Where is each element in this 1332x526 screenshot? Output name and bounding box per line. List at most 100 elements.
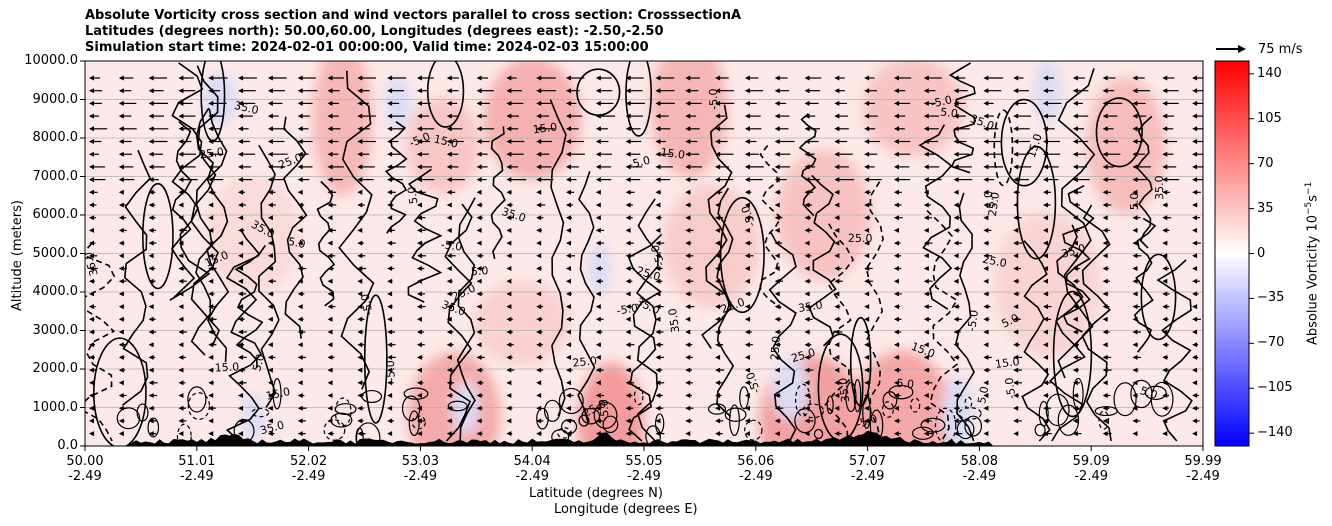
colorbar-tick-label: 0 [1257, 245, 1266, 261]
wind-vector-arrow [834, 202, 840, 208]
wind-vector-arrow [297, 316, 304, 322]
wind-vector-arrow [893, 380, 899, 386]
title-line-2: Latitudes (degrees north): 50.00,60.00, … [85, 24, 664, 39]
wind-vector-arrow [953, 291, 962, 297]
wind-vector-arrow [357, 354, 364, 360]
y-tick-label: 10000.0 [24, 53, 78, 68]
wind-vector-arrow [387, 266, 395, 271]
wind-vector-arrow [1013, 329, 1019, 335]
wind-vector-arrow [864, 342, 870, 348]
wind-vector-arrow [595, 342, 601, 348]
wind-vector-arrow [476, 164, 488, 170]
wind-vector-arrow [387, 75, 407, 81]
wind-vector-arrow [238, 304, 244, 310]
wind-vector-arrow [655, 405, 664, 411]
wind-vector-arrow [1162, 151, 1174, 157]
wind-vector-arrow [566, 266, 572, 271]
wind-vector-arrow [953, 100, 966, 106]
wind-vector-arrow [655, 304, 664, 310]
contour-loop-low-level [910, 397, 921, 413]
wind-vector-arrow [595, 367, 604, 373]
wind-vector-arrow [1013, 291, 1020, 297]
wind-vector-arrow [536, 189, 542, 195]
contour-line [701, 104, 733, 349]
wind-vector-arrow [476, 227, 482, 233]
wind-vector-arrow [476, 126, 495, 132]
wind-vector-arrow [1043, 151, 1061, 157]
vorticity-positive-patch [405, 97, 481, 195]
wind-vector-arrow [625, 164, 643, 170]
wind-vector-arrow [387, 304, 393, 310]
wind-vector-arrow [118, 126, 137, 132]
wind-vector-arrow [89, 189, 98, 195]
wind-vector-arrow [1192, 164, 1203, 170]
contour-loop-low-level [1057, 404, 1080, 436]
wind-vector-arrow [655, 189, 662, 195]
wind-vector-arrow [148, 278, 156, 284]
wind-vector-arrow [834, 126, 849, 132]
wind-vector-arrow [774, 75, 788, 81]
title-line-1: Absolute Vorticity cross section and win… [85, 8, 742, 23]
wind-vector-arrow [1013, 253, 1019, 259]
wind-vector-arrow [774, 113, 790, 119]
wind-vector-arrow [1013, 164, 1032, 170]
wind-vector-arrow [625, 126, 641, 132]
wind-vector-arrow [893, 367, 901, 373]
wind-vector-arrow [327, 393, 333, 398]
wind-vector-arrow [1043, 393, 1049, 398]
wind-vector-arrow [297, 75, 316, 81]
x-tick-latitude: 52.02 [289, 454, 328, 469]
wind-vector-arrow [864, 393, 870, 398]
wind-vector-arrow [1013, 367, 1022, 373]
wind-vector-arrow [804, 75, 822, 81]
contour-line [190, 107, 215, 356]
wind-vector-arrow [208, 266, 217, 271]
wind-vector-arrow [357, 113, 376, 119]
contour-loop-low-level [724, 407, 747, 422]
wind-vector-arrow [446, 75, 459, 81]
wind-vector-arrow [238, 291, 247, 297]
wind-vector-arrow [1192, 227, 1198, 233]
wind-vector-arrow [566, 367, 573, 373]
wind-vector-arrow [446, 100, 458, 106]
wind-vector-arrow [387, 367, 393, 373]
contour-label: 15.0 [433, 133, 460, 151]
wind-vector-arrow [715, 113, 726, 119]
wind-vector-arrow [297, 278, 304, 284]
wind-vector-arrow [566, 88, 580, 94]
wind-vector-arrow [357, 393, 364, 398]
wind-vector-arrow [476, 304, 483, 310]
wind-vector-arrow [566, 126, 579, 132]
wind-vector-arrow [834, 304, 841, 310]
wind-vector-arrow [864, 164, 875, 170]
wind-vector-arrow [536, 342, 543, 348]
wind-vector-arrow [625, 151, 641, 157]
wind-vector-arrow [983, 177, 995, 183]
wind-vector-arrow [774, 151, 791, 157]
wind-vector-arrow [804, 367, 814, 373]
wind-vector-arrow [148, 405, 155, 411]
x-tick-latitude: 56.06 [737, 454, 775, 469]
x-tick-label: 55.05 -2.49 [609, 454, 679, 484]
wind-vector-arrow [208, 431, 214, 437]
wind-vector-arrow [208, 113, 224, 119]
wind-vector-arrow [715, 405, 721, 411]
wind-vector-arrow [208, 177, 224, 183]
wind-vector-arrow [1102, 189, 1112, 195]
contour-loop-low-level [272, 377, 282, 410]
wind-vector-arrow [804, 88, 821, 94]
wind-vector-arrow [476, 291, 483, 297]
x-tick-latitude: 58.08 [960, 454, 998, 469]
wind-vector-arrow [416, 202, 423, 208]
wind-vector-arrow [1043, 177, 1059, 183]
y-tick-label: 2000.0 [32, 361, 79, 376]
wind-vector-arrow [834, 380, 842, 386]
terrain-orography [85, 430, 1203, 446]
wind-vector-arrow [983, 139, 1002, 144]
wind-vector-arrow [715, 291, 724, 297]
wind-vector-arrow [89, 215, 97, 221]
wind-vector-arrow [983, 240, 989, 246]
wind-vector-arrow [1013, 240, 1023, 246]
wind-vector-arrow [595, 266, 603, 271]
wind-vector-arrow [864, 215, 871, 221]
